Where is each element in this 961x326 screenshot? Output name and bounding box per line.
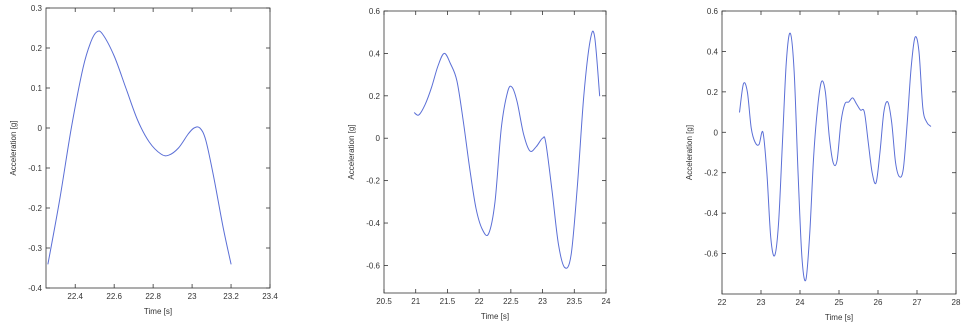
x-tick-label: 23 — [757, 298, 766, 307]
x-tick-label: 28 — [952, 298, 961, 307]
y-axis-title: Acceleration [g] — [685, 125, 694, 180]
x-tick-label: 20.5 — [376, 297, 392, 306]
x-tick-label: 23.2 — [223, 292, 239, 301]
y-tick-label: 0.3 — [31, 4, 43, 13]
y-tick-label: 0.4 — [369, 49, 381, 58]
y-tick-label: -0.4 — [704, 209, 718, 218]
x-tick-label: 22.6 — [106, 292, 122, 301]
y-axis-title: Acceleration [g] — [9, 120, 18, 175]
x-tick-label: 21.5 — [440, 297, 456, 306]
y-tick-label: -0.2 — [366, 177, 380, 186]
y-tick-label: -0.6 — [366, 261, 380, 270]
y-tick-label: -0.2 — [28, 204, 42, 213]
y-tick-label: -0.1 — [28, 164, 42, 173]
y-tick-label: -0.4 — [366, 219, 380, 228]
x-tick-label: 23 — [538, 297, 547, 306]
x-axis-title: Time [s] — [144, 307, 172, 316]
y-tick-label: -0.4 — [28, 284, 42, 293]
x-tick-label: 22.8 — [145, 292, 161, 301]
x-tick-label: 23.4 — [262, 292, 278, 301]
y-tick-label: 0 — [714, 128, 719, 137]
plot-frame — [721, 10, 957, 295]
y-tick-label: 0 — [376, 134, 381, 143]
series-line — [413, 30, 601, 269]
x-tick-label: 24 — [796, 298, 805, 307]
series-line — [47, 30, 232, 265]
x-axis-title: Time [s] — [825, 313, 853, 322]
y-tick-label: 0 — [38, 124, 43, 133]
x-tick-label: 26 — [874, 298, 883, 307]
y-tick-label: 0.2 — [369, 92, 381, 101]
x-tick-label: 22 — [475, 297, 484, 306]
series-line — [739, 32, 932, 282]
chart-right: 22 23 24 25 26 27 28 0.6 0.4 0.2 0 -0.2 -0.4 -0.6 Time… — [685, 7, 961, 322]
y-tick-label: 0.2 — [31, 44, 43, 53]
x-axis-title: Time [s] — [481, 312, 509, 321]
y-tick-label: 0.1 — [31, 84, 43, 93]
y-axis-title: Acceleration [g] — [347, 124, 356, 179]
y-tick-label: -0.6 — [704, 250, 718, 259]
x-tick-label: 21 — [411, 297, 420, 306]
x-tick-label: 22.4 — [67, 292, 83, 301]
y-tick-label: 0.6 — [369, 7, 381, 16]
x-tick-label: 23.5 — [566, 297, 582, 306]
x-tick-label: 22 — [718, 298, 727, 307]
plot-frame — [383, 10, 607, 294]
chart-middle: 20.5 21 21.5 22 22.5 23 23.5 24 0.6 0.4 0.2 0 -0.2 -0… — [347, 7, 611, 321]
x-tick-label: 22.5 — [503, 297, 519, 306]
x-tick-label: 24 — [602, 297, 611, 306]
x-tick-label: 23 — [188, 292, 197, 301]
y-tick-label: 0.6 — [707, 7, 719, 16]
y-tick-label: 0.2 — [707, 88, 719, 97]
y-tick-label: -0.3 — [28, 244, 42, 253]
x-tick-label: 27 — [913, 298, 922, 307]
plot-frame — [45, 7, 271, 289]
chart-left: 22.4 22.6 22.8 23 23.2 23.4 0.3 0.2 0.1 0 -0.1 -0.2… — [9, 4, 278, 316]
y-tick-label: -0.2 — [704, 169, 718, 178]
x-tick-label: 25 — [835, 298, 844, 307]
y-tick-label: 0.4 — [707, 47, 719, 56]
